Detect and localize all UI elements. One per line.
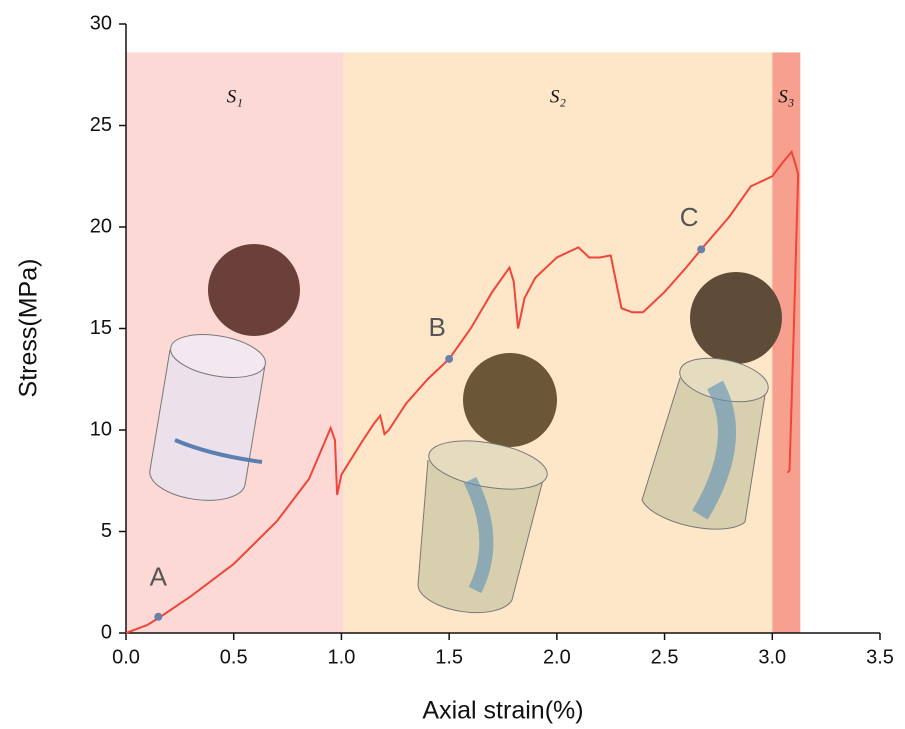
y-tick-label: 15: [90, 317, 112, 339]
point-label: B: [428, 312, 445, 342]
section-image: [690, 272, 782, 364]
y-axis-title: Stress(MPa): [15, 259, 43, 398]
y-tick-label: 30: [90, 12, 112, 34]
x-tick-label: 0.5: [220, 646, 248, 668]
y-tick-label: 20: [90, 215, 112, 237]
y-tick-label: 25: [90, 114, 112, 136]
x-axis-title: Axial strain(%): [422, 697, 583, 725]
stage-label: S₁: [227, 86, 243, 107]
y-tick-label: 0: [101, 621, 112, 643]
x-tick-label: 1.0: [328, 646, 356, 668]
x-tick-label: 3.0: [758, 646, 786, 668]
page: {"chart_data": { "type": "line", "x_labe…: [0, 0, 905, 729]
section-image: [208, 244, 300, 336]
marker-point: [697, 245, 705, 253]
stage-label: S₂: [550, 86, 567, 107]
x-tick-label: 2.5: [651, 646, 679, 668]
y-tick-label: 5: [101, 520, 112, 542]
y-tick-label: 10: [90, 418, 112, 440]
point-label: A: [150, 562, 168, 592]
x-tick-label: 1.5: [435, 646, 463, 668]
section-image: [463, 353, 557, 447]
x-tick-label: 0.0: [112, 646, 140, 668]
x-tick-label: 3.5: [866, 646, 894, 668]
point-label: C: [680, 202, 699, 232]
stage-region: [772, 52, 800, 633]
marker-point: [154, 613, 162, 621]
stage-label: S₃: [778, 86, 794, 107]
x-tick-label: 2.0: [543, 646, 571, 668]
chart: S₁ S₂ S₃ 0.0 0.5 1.0 1.5 2.0 2.5 3.0 3.5 0 5 10 15 20 2…: [0, 0, 905, 729]
marker-point: [445, 355, 453, 363]
